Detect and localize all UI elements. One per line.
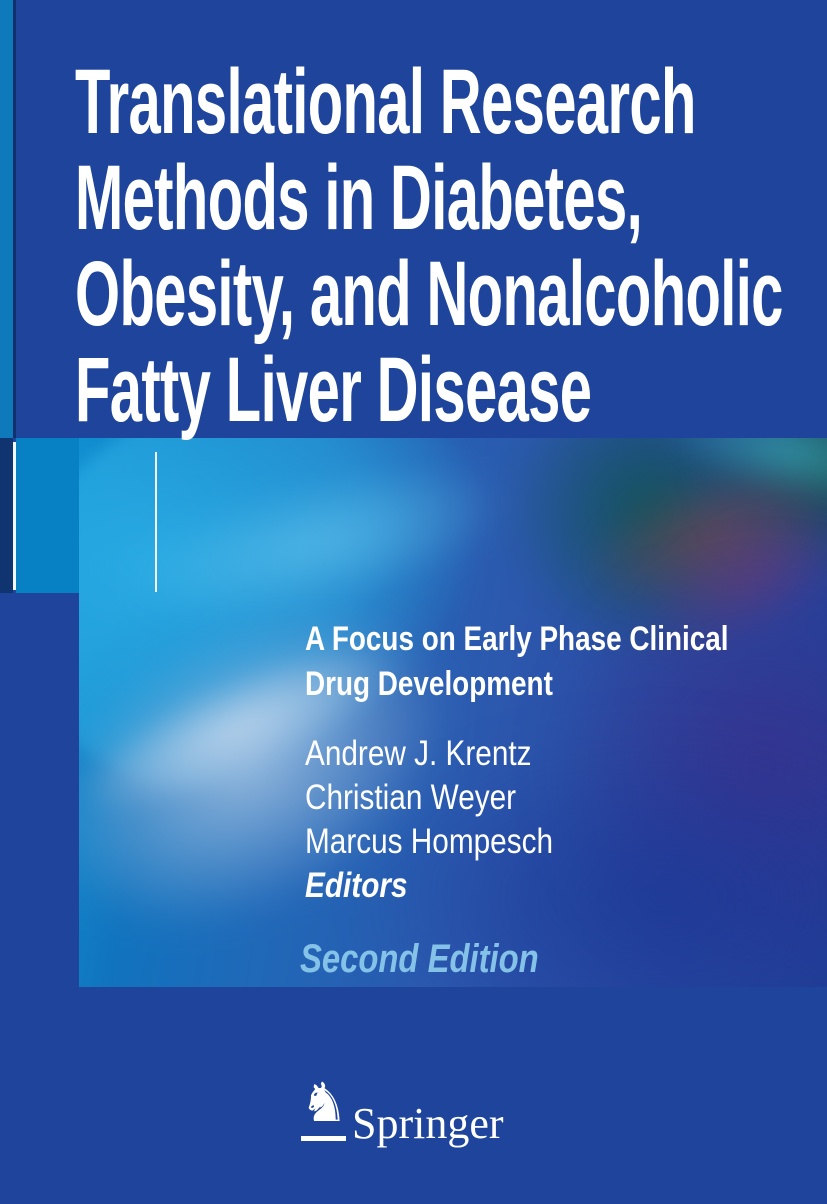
book-subtitle: A Focus on Early Phase Clinical Drug Dev…	[305, 617, 729, 707]
subtitle-line-1: A Focus on Early Phase Clinical	[305, 620, 729, 658]
left-edge-stripe-navy	[13, 0, 16, 438]
title-line-1: Translational Research	[75, 51, 696, 153]
edition-label: Second Edition	[300, 937, 539, 981]
left-edge-stripe-cyan	[0, 0, 13, 438]
springer-horse-icon: ♞	[300, 1071, 349, 1134]
title-line-3: Obesity, and Nonalcoholic	[75, 243, 783, 345]
title-line-4: Fatty Liver Disease	[75, 339, 592, 441]
book-title: Translational Research Methods in Diabet…	[75, 54, 783, 438]
white-rule-left	[13, 442, 16, 590]
left-cyan-block	[16, 438, 79, 593]
editor-names: Andrew J. Krentz Christian Weyer Marcus …	[305, 732, 553, 908]
abstract-art-band	[79, 438, 827, 987]
editor-name-1: Andrew J. Krentz	[305, 734, 532, 773]
white-rule-band	[155, 452, 157, 592]
editors-label: Editors	[305, 866, 408, 905]
left-navy-block	[0, 438, 13, 593]
editor-name-3: Marcus Hompesch	[305, 822, 554, 861]
springer-logo-underline	[301, 1136, 346, 1141]
publisher-name: Springer	[352, 1099, 504, 1148]
subtitle-line-2: Drug Development	[305, 665, 553, 703]
editor-name-2: Christian Weyer	[305, 778, 517, 817]
title-line-2: Methods in Diabetes,	[75, 147, 643, 249]
